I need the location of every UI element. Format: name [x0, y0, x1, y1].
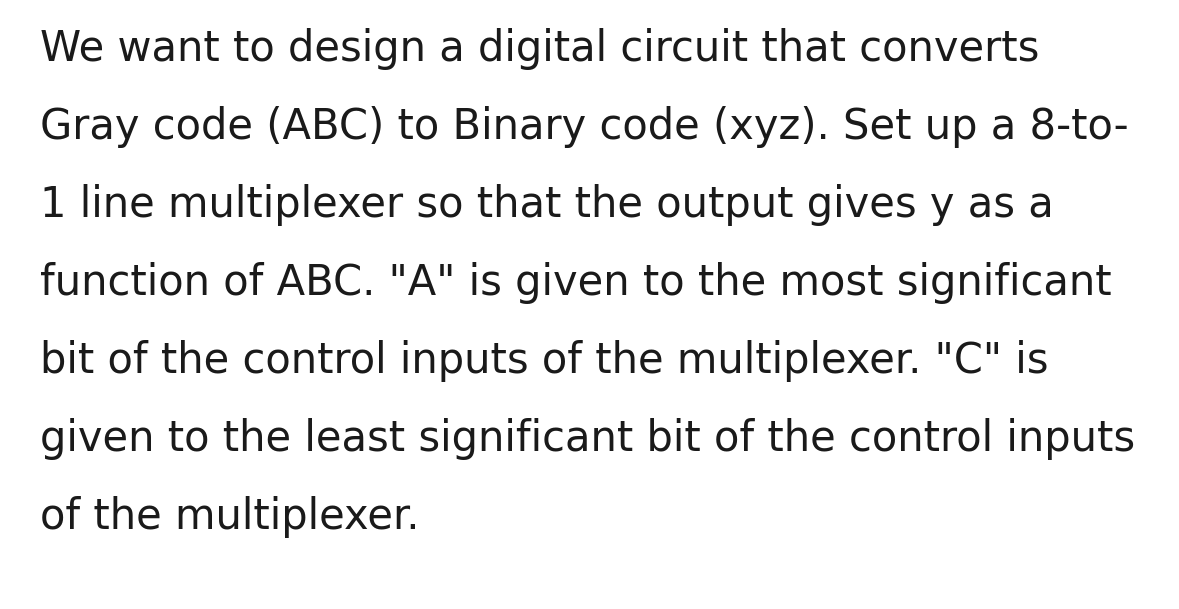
Text: Gray code (ABC) to Binary code (xyz). Set up a 8-to-: Gray code (ABC) to Binary code (xyz). Se… [40, 106, 1128, 148]
Text: bit of the control inputs of the multiplexer. "C" is: bit of the control inputs of the multipl… [40, 340, 1048, 382]
Text: of the multiplexer.: of the multiplexer. [40, 496, 420, 538]
Text: given to the least significant bit of the control inputs: given to the least significant bit of th… [40, 418, 1135, 460]
Text: 1 line multiplexer so that the output gives y as a: 1 line multiplexer so that the output gi… [40, 184, 1054, 226]
Text: We want to design a digital circuit that converts: We want to design a digital circuit that… [40, 28, 1040, 70]
Text: function of ABC. "A" is given to the most significant: function of ABC. "A" is given to the mos… [40, 262, 1112, 304]
